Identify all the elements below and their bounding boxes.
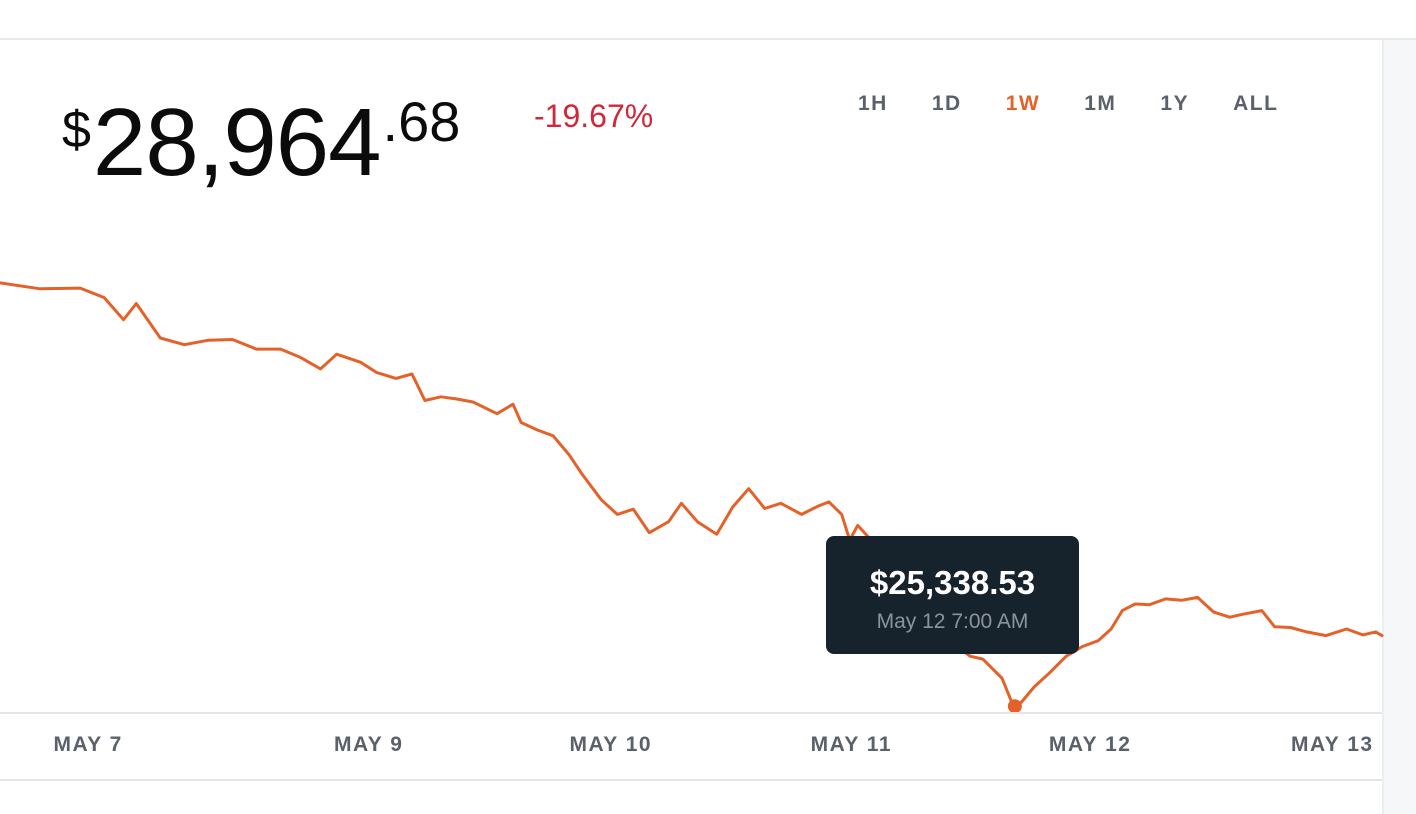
x-tick-label: MAY 13 — [1291, 733, 1374, 756]
tooltip-price: $25,338.53 — [869, 564, 1036, 601]
range-tab-1d[interactable]: 1D — [931, 92, 962, 115]
hover-point-marker — [1007, 699, 1022, 714]
x-tick-label: MAY 12 — [1048, 733, 1132, 756]
top-divider — [0, 38, 1416, 40]
range-tab-all[interactable]: ALL — [1233, 92, 1279, 115]
x-tick-label: MAY 9 — [334, 733, 404, 756]
current-price: $28,964.68 — [62, 88, 460, 198]
price-integer: 28,964 — [92, 89, 382, 196]
range-tab-1m[interactable]: 1M — [1084, 92, 1117, 115]
price-series-line — [0, 281, 1384, 708]
tooltip-timestamp: May 12 7:00 AM — [876, 610, 1029, 633]
range-tab-1h[interactable]: 1H — [858, 92, 888, 115]
range-tab-1w[interactable]: 1W — [1005, 92, 1041, 115]
right-scroll-strip — [1382, 40, 1416, 814]
x-tick-label: MAY 11 — [810, 733, 893, 756]
hover-tooltip: $25,338.53 May 12 7:00 AM — [826, 536, 1079, 654]
price-currency-symbol: $ — [62, 101, 91, 159]
price-change-percent: -19.67% — [534, 98, 654, 134]
x-tick-label: MAY 10 — [569, 733, 653, 756]
price-decimal: .68 — [382, 90, 461, 153]
time-range-selector: 1H 1D 1W 1M 1Y ALL — [858, 92, 1278, 122]
x-tick-label: MAY 7 — [53, 733, 123, 756]
price-line-chart[interactable] — [0, 280, 1384, 714]
range-tab-1y[interactable]: 1Y — [1160, 92, 1190, 115]
chart-bottom-divider — [0, 779, 1382, 781]
x-axis-line — [0, 712, 1382, 714]
